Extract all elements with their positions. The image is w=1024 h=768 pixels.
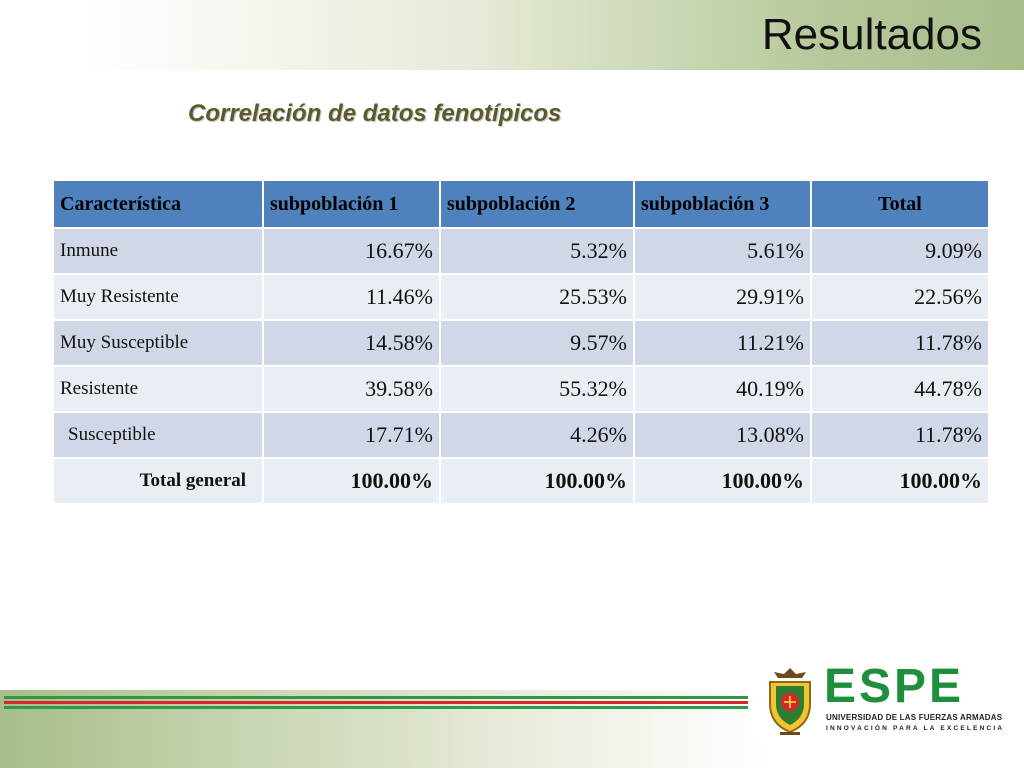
cell-value: 4.26% <box>439 411 635 459</box>
table-row: Susceptible 17.71% 4.26% 13.08% 11.78% <box>52 411 990 459</box>
table-row: Inmune 16.67% 5.32% 5.61% 9.09% <box>52 227 990 275</box>
total-cell-value: 100.00% <box>262 457 441 505</box>
footer-stripe-red <box>4 701 748 704</box>
cell-value: 25.53% <box>439 273 635 321</box>
cell-value: 16.67% <box>262 227 441 275</box>
cell-value: 17.71% <box>262 411 441 459</box>
table-total-row: Total general 100.00% 100.00% 100.00% 10… <box>52 457 990 505</box>
espe-wordmark: ESPE <box>824 660 965 713</box>
university-motto: INNOVACIÓN PARA LA EXCELENCIA <box>826 725 1005 732</box>
slide-title: Resultados <box>761 10 982 59</box>
footer-stripe-green <box>4 696 748 699</box>
table-header-row: Característica subpoblación 1 subpoblaci… <box>52 179 990 229</box>
phenotype-correlation-table: Característica subpoblación 1 subpoblaci… <box>52 179 990 505</box>
cell-value: 5.32% <box>439 227 635 275</box>
university-crest-icon <box>769 668 811 735</box>
top-banner <box>0 0 1024 70</box>
cell-value: 14.58% <box>262 319 441 367</box>
row-label: Muy Resistente <box>52 273 264 321</box>
header-total: Total <box>810 179 990 229</box>
cell-value: 11.78% <box>810 411 990 459</box>
cell-value: 5.61% <box>633 227 812 275</box>
row-label: Inmune <box>52 227 264 275</box>
header-subpoblacion-2: subpoblación 2 <box>439 179 635 229</box>
cell-value: 55.32% <box>439 365 635 413</box>
university-name: UNIVERSIDAD DE LAS FUERZAS ARMADAS <box>826 713 1003 722</box>
table-row: Resistente 39.58% 55.32% 40.19% 44.78% <box>52 365 990 413</box>
cell-value: 22.56% <box>810 273 990 321</box>
cell-value: 11.46% <box>262 273 441 321</box>
cell-value: 44.78% <box>810 365 990 413</box>
header-subpoblacion-3: subpoblación 3 <box>633 179 812 229</box>
table-row: Muy Susceptible 14.58% 9.57% 11.21% 11.7… <box>52 319 990 367</box>
table-row: Muy Resistente 11.46% 25.53% 29.91% 22.5… <box>52 273 990 321</box>
total-cell-value: 100.00% <box>633 457 812 505</box>
row-label: Muy Susceptible <box>52 319 264 367</box>
row-label: Resistente <box>52 365 264 413</box>
total-row-label: Total general <box>52 457 264 505</box>
header-subpoblacion-1: subpoblación 1 <box>262 179 441 229</box>
cell-value: 9.57% <box>439 319 635 367</box>
cell-value: 13.08% <box>633 411 812 459</box>
slide-subtitle: Correlación de datos fenotípicos <box>188 100 562 127</box>
row-label: Susceptible <box>52 411 264 459</box>
footer-stripe-green <box>4 706 748 709</box>
cell-value: 11.21% <box>633 319 812 367</box>
total-cell-value: 100.00% <box>810 457 990 505</box>
cell-value: 40.19% <box>633 365 812 413</box>
espe-logo: ESPE UNIVERSIDAD DE LAS FUERZAS ARMADAS … <box>752 660 1010 740</box>
total-cell-value: 100.00% <box>439 457 635 505</box>
cell-value: 11.78% <box>810 319 990 367</box>
cell-value: 29.91% <box>633 273 812 321</box>
header-caracteristica: Característica <box>52 179 264 229</box>
cell-value: 9.09% <box>810 227 990 275</box>
cell-value: 39.58% <box>262 365 441 413</box>
